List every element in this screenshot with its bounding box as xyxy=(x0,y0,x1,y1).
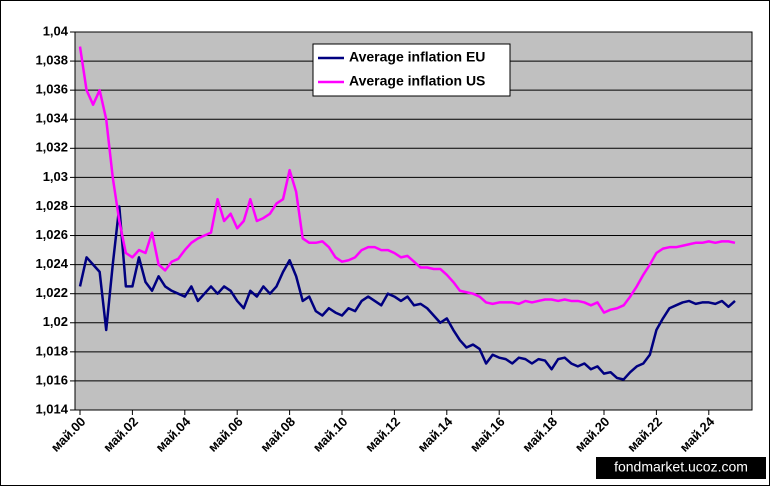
series-line xyxy=(78,205,736,381)
series-line xyxy=(78,46,736,314)
y-tick-label: 1,014 xyxy=(35,401,68,416)
y-tick-label: 1,026 xyxy=(35,227,68,242)
y-tick-label: 1,034 xyxy=(35,111,68,126)
y-tick-label: 1,02 xyxy=(43,314,68,329)
y-tick-label: 1,028 xyxy=(35,198,68,213)
legend xyxy=(312,43,511,97)
y-tick-label: 1,032 xyxy=(35,140,68,155)
y-tick-label: 1,016 xyxy=(35,372,68,387)
watermark-box xyxy=(596,457,766,479)
y-tick-label: 1,03 xyxy=(43,169,68,184)
y-tick-label: 1,038 xyxy=(35,53,68,68)
plot-border xyxy=(74,31,753,411)
y-tick-label: 1,04 xyxy=(43,23,69,38)
y-tick-label: 1,022 xyxy=(35,285,68,300)
y-tick-label: 1,024 xyxy=(35,256,68,271)
legend-label: Average inflation US xyxy=(349,73,485,89)
legend-label: Average inflation EU xyxy=(349,49,485,65)
y-tick-label: 1,018 xyxy=(35,343,68,358)
y-tick-label: 1,036 xyxy=(35,82,68,97)
watermark: fondmarket.ucoz.com xyxy=(614,459,748,475)
